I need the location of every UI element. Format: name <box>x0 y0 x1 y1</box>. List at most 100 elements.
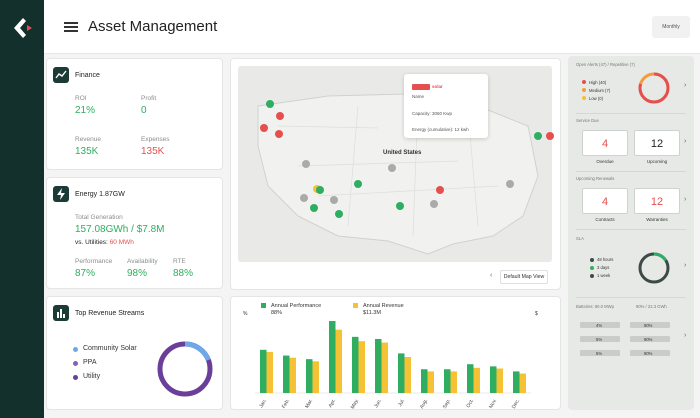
bar-performance-oct[interactable] <box>467 364 474 393</box>
roi-label: ROI <box>75 95 87 102</box>
expenses-value: 135K <box>141 146 165 157</box>
y-axis-right-label: $ <box>535 311 538 317</box>
bar-revenue-feb[interactable] <box>289 357 297 393</box>
bar-performance-sep[interactable] <box>444 369 451 393</box>
map-pin[interactable] <box>506 180 514 188</box>
expenses-label: Expenses <box>141 136 170 143</box>
bar-performance-apr[interactable] <box>329 321 336 393</box>
bar-revenue-jun[interactable] <box>381 342 389 393</box>
bar-revenue-apr[interactable] <box>335 329 343 393</box>
top-header: Asset Management Monthly <box>44 0 700 54</box>
battery-bar <box>580 350 620 356</box>
asset-popup[interactable]: solar Name Capacity: 3060 Kwp Energy (cu… <box>404 74 488 138</box>
bar-revenue-dec[interactable] <box>519 373 527 393</box>
map-pin[interactable] <box>316 186 324 194</box>
bar-performance-mar[interactable] <box>306 359 313 393</box>
map-pin[interactable] <box>388 164 396 172</box>
alert-label-medium: Medium (7) <box>589 88 611 93</box>
bar-performance-jan[interactable] <box>260 349 267 393</box>
map-pin[interactable] <box>396 202 404 210</box>
bar-revenue-nov[interactable] <box>496 368 504 393</box>
sla-dot-48h <box>590 258 594 262</box>
legend-dot-ppa <box>73 361 78 366</box>
upcoming-tile[interactable]: 12 <box>634 130 680 156</box>
map-pin[interactable] <box>310 204 318 212</box>
battery-bar <box>630 336 670 342</box>
bar-revenue-oct[interactable] <box>473 367 481 393</box>
alert-label-low: Low (0) <box>589 96 603 101</box>
total-generation-label: Total Generation <box>75 214 123 221</box>
bar-revenue-may[interactable] <box>358 341 366 393</box>
map-prev-chevron-icon[interactable]: ‹ <box>490 272 493 279</box>
app-logo-icon[interactable] <box>12 16 34 40</box>
lightning-icon <box>53 186 69 202</box>
sla-dot-1w <box>590 274 594 278</box>
default-map-view-button[interactable]: Default Map View <box>500 270 548 284</box>
bar-revenue-jul[interactable] <box>404 357 412 393</box>
service-chevron-icon[interactable]: › <box>684 138 687 145</box>
batteries-chevron-icon[interactable]: › <box>684 332 687 339</box>
warranties-tile[interactable]: 12 <box>634 188 680 214</box>
map-pin[interactable] <box>330 196 338 204</box>
revenue-streams-title: Top Revenue Streams <box>75 310 145 317</box>
period-selector-button[interactable]: Monthly <box>652 16 690 38</box>
battery-bar-value: 5% <box>596 337 603 342</box>
legend-dot-utility <box>73 375 78 380</box>
energy-card: Energy 1.87GW Total Generation 157.08GWh… <box>46 177 223 289</box>
energy-title: Energy 1.87GW <box>75 191 125 198</box>
map-pin[interactable] <box>302 160 310 168</box>
x-tick-label: Aug. <box>419 398 429 410</box>
map-pin[interactable] <box>436 186 444 194</box>
bar-revenue-jan[interactable] <box>266 351 274 393</box>
map-pin[interactable] <box>266 100 274 108</box>
page-title: Asset Management <box>88 18 218 35</box>
sla-chevron-icon[interactable]: › <box>684 262 687 269</box>
vs-utilities-label: vs. Utilities: <box>75 239 108 246</box>
map-pin[interactable] <box>300 194 308 202</box>
sla-donut <box>638 252 670 284</box>
bar-performance-jun[interactable] <box>375 339 382 393</box>
map-pin[interactable] <box>354 180 362 188</box>
asset-brand-logo <box>412 84 430 90</box>
bar-performance-nov[interactable] <box>490 366 497 393</box>
map-pin[interactable] <box>260 124 268 132</box>
availability-label: Availability <box>127 258 158 265</box>
map-pin[interactable] <box>430 200 438 208</box>
bar-performance-feb[interactable] <box>283 355 290 393</box>
revenue-streams-card: Top Revenue Streams Community Solar PPA … <box>46 296 223 410</box>
bar-revenue-aug[interactable] <box>427 371 435 393</box>
rte-value: 88% <box>173 268 194 279</box>
map-pin[interactable] <box>534 132 542 140</box>
trend-chart-icon <box>53 67 69 83</box>
renewals-section: Upcoming Renewals 4 Contracts 12 Warrant… <box>576 174 686 230</box>
batteries-section: Batteries: 90.0 MWp 90% / 22.3 GWh 4% 90… <box>576 302 686 362</box>
map-pin[interactable] <box>275 130 283 138</box>
menu-icon[interactable] <box>64 22 78 32</box>
performance-label: Performance <box>75 258 113 265</box>
battery-bar <box>630 350 670 356</box>
contracts-tile[interactable]: 4 <box>582 188 628 214</box>
bar-revenue-sep[interactable] <box>450 371 458 393</box>
alert-dot-low <box>582 96 586 100</box>
renewals-chevron-icon[interactable]: › <box>684 196 687 203</box>
x-tick-label: Jul. <box>397 398 406 408</box>
legend-swatch-revenue <box>353 303 358 308</box>
bar-performance-aug[interactable] <box>421 369 428 393</box>
alert-dot-high <box>582 80 586 84</box>
bar-performance-jul[interactable] <box>398 353 405 393</box>
alerts-chevron-icon[interactable]: › <box>684 82 687 89</box>
asset-map[interactable] <box>238 66 552 262</box>
vs-utilities-value: 60 MWh <box>109 239 134 246</box>
battery-bar <box>580 336 620 342</box>
upcoming-label: Upcoming <box>646 159 668 164</box>
bar-revenue-mar[interactable] <box>312 361 320 393</box>
map-pin[interactable] <box>546 132 554 140</box>
map-pin[interactable] <box>276 112 284 120</box>
overdue-tile[interactable]: 4 <box>582 130 628 156</box>
alert-label-high: High (40) <box>589 80 607 85</box>
map-pin[interactable] <box>335 210 343 218</box>
bar-performance-may[interactable] <box>352 336 359 393</box>
batteries-highlight: 90% / 22.3 GWh <box>636 304 667 309</box>
bar-performance-dec[interactable] <box>513 371 520 393</box>
battery-bar <box>630 322 670 328</box>
